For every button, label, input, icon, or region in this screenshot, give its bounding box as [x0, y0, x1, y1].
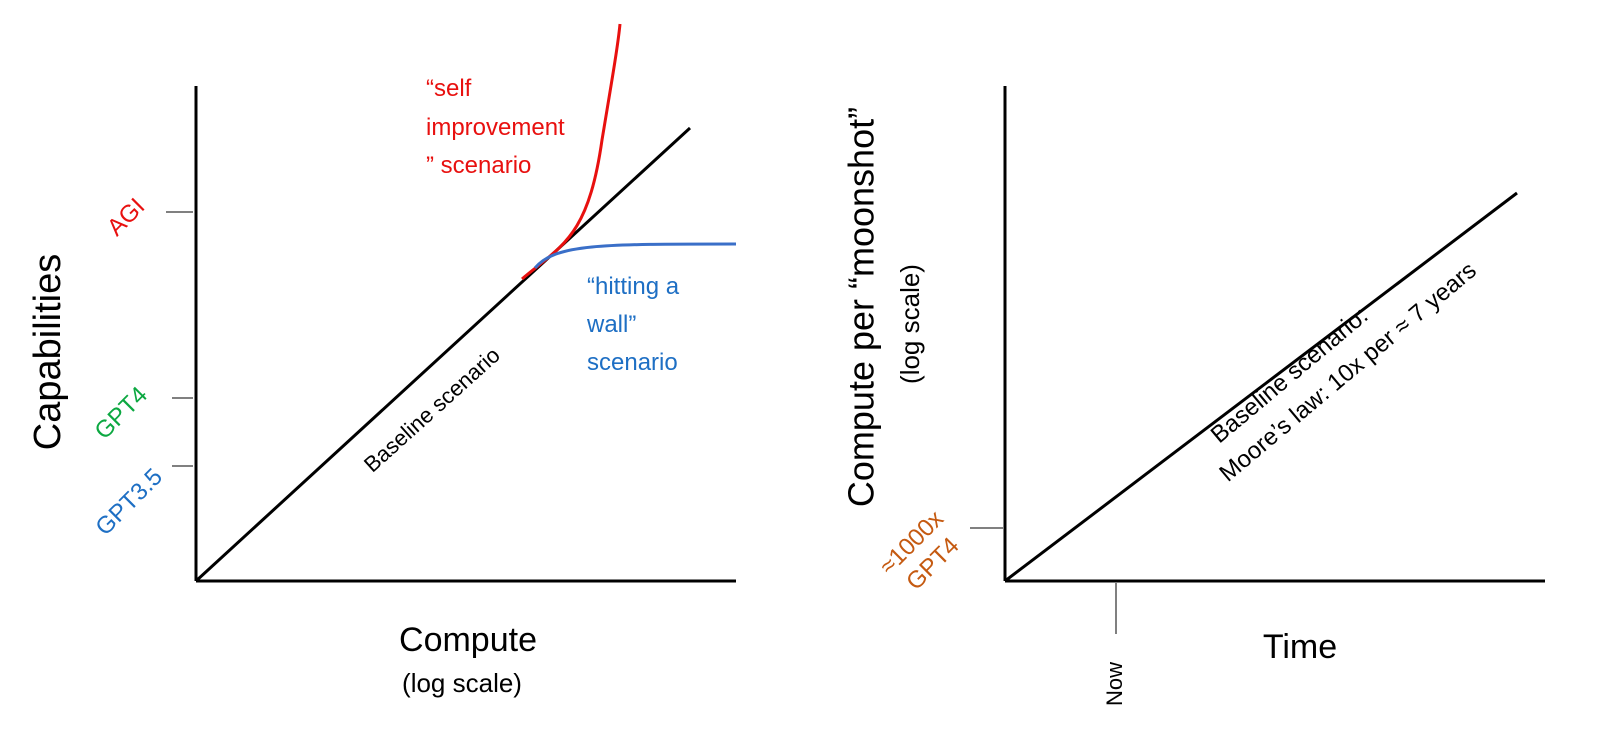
self-improvement-curve — [521, 23, 622, 281]
right-baseline-label: Baseline scenario: Moore’s law: 10x per … — [1206, 257, 1482, 487]
now-label: Now — [1102, 662, 1127, 706]
right-y-axis-label: Compute per “moonshot” — [841, 107, 882, 507]
self-improvement-label-line-2: improvement — [426, 114, 565, 141]
right-baseline-line — [1004, 191, 1518, 583]
right-baseline-label-line-2: Moore’s law: 10x per ≈ 7 years — [1214, 257, 1481, 487]
left-baseline-line — [194, 126, 692, 583]
right-chart: Compute per “moonshot” (log scale) ≈1000… — [841, 86, 1545, 706]
self-improvement-label-line-3: ” scenario — [426, 152, 531, 179]
hitting-wall-label-line-3: scenario — [587, 349, 678, 376]
left-chart: Capabilities AGI GPT4 GPT3.5 Baseline sc… — [27, 23, 737, 698]
agi-tick-label: AGI — [102, 193, 150, 241]
moonshot-tick-label: ≈1000x GPT4 — [874, 505, 964, 595]
hitting-wall-label: “hitting a wall” scenario — [586, 273, 680, 376]
left-y-axis-label: Capabilities — [27, 254, 69, 450]
self-improvement-label-line-1: “self — [426, 75, 472, 102]
left-x-axis-sublabel: (log scale) — [402, 668, 522, 698]
left-x-axis-label: Compute — [399, 621, 537, 659]
gpt4-tick-label: GPT4 — [89, 381, 152, 444]
hitting-wall-label-line-2: wall” — [586, 311, 636, 338]
hitting-wall-label-line-1: “hitting a — [587, 273, 680, 300]
hitting-wall-curve — [533, 242, 737, 269]
right-y-axis-sublabel: (log scale) — [895, 264, 925, 384]
gpt35-tick-label: GPT3.5 — [90, 463, 168, 541]
right-x-axis-label: Time — [1263, 628, 1337, 666]
self-improvement-label: “self improvement ” scenario — [426, 75, 565, 179]
